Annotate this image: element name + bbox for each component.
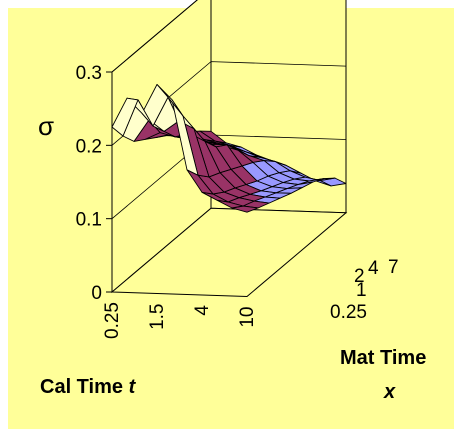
- z-gridline: [111, 0, 198, 73]
- x-axis-label-text: Cal Time: [40, 376, 129, 398]
- x-tick-label: 4: [192, 305, 213, 316]
- surface-cell: [111, 97, 139, 137]
- y-tick-label: 7: [388, 257, 399, 278]
- y-axis-label-var: x: [383, 381, 396, 403]
- z-tick-label: 0.2: [76, 136, 102, 157]
- surface-plot: [111, 84, 347, 213]
- y-tick-label: 0.25: [330, 302, 367, 323]
- x-tick-label: 0.25: [102, 302, 123, 339]
- y-axis-label-text: Mat Time: [340, 347, 426, 369]
- z-tick-label: 0: [91, 283, 102, 304]
- y-tick-label: 2: [354, 266, 365, 287]
- x-axis-label-var: t: [129, 376, 137, 398]
- floor: [110, 207, 348, 298]
- z-tick-label: 0.1: [76, 210, 102, 231]
- y-tick-label: 1: [356, 280, 367, 301]
- x-tick-label: 10: [237, 307, 258, 328]
- z-axis-label: σ: [38, 111, 54, 141]
- x-tick-label: 1.5: [147, 304, 168, 330]
- x-axis-label: Cal Time t: [40, 376, 137, 398]
- z-tick-label: 0.3: [76, 63, 102, 84]
- y-tick-label: 4: [368, 258, 379, 279]
